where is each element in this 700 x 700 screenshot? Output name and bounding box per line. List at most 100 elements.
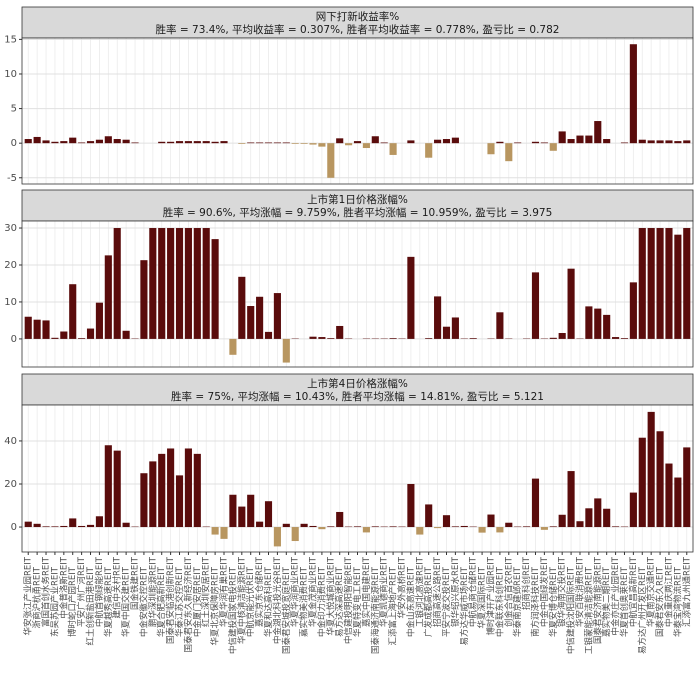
bar [558, 514, 566, 528]
x-tick-label: 银华海南交投REIT [557, 556, 568, 627]
bar [549, 143, 557, 151]
bar [612, 526, 620, 528]
bar [158, 228, 166, 339]
bar [158, 141, 166, 144]
bar [69, 518, 77, 528]
bar [674, 234, 682, 339]
bar [425, 143, 433, 158]
bar [336, 511, 344, 528]
bar [42, 320, 50, 339]
bar [603, 139, 611, 144]
bar [238, 276, 246, 339]
panel-subtitle: 胜率 = 75%, 平均涨幅 = 10.43%, 胜者平均涨幅 = 14.81%… [171, 390, 544, 403]
x-tick-label: 中金联东科创REIT [494, 566, 505, 637]
x-tick-label: 嘉实物美二期REIT [601, 566, 612, 637]
x-tick-label: 华夏北京保障房REIT [210, 566, 221, 645]
bar [264, 142, 273, 144]
bar [531, 141, 540, 144]
x-tick-label: 富国首创水务REIT [41, 556, 52, 627]
bar [629, 492, 637, 528]
bar [60, 331, 68, 339]
bar [674, 141, 682, 144]
bar [487, 143, 495, 155]
bar [220, 527, 228, 539]
bar [531, 272, 540, 339]
bar [389, 143, 397, 155]
bar [336, 325, 344, 339]
panel-subtitle: 胜率 = 90.6%, 平均涨幅 = 9.759%, 胜者平均涨幅 = 10.9… [163, 206, 553, 219]
bar [167, 141, 175, 144]
x-tick-label: 汇添富九州通REIT [681, 556, 692, 627]
bar [567, 139, 575, 144]
bar [86, 524, 95, 528]
x-tick-label: 招商高速公路REIT [432, 556, 443, 627]
x-tick-label: 汇添富上海地产REIT [388, 566, 399, 645]
bar [167, 448, 175, 528]
bar [318, 337, 326, 339]
bar [380, 142, 388, 144]
bar [184, 448, 192, 528]
x-tick-label: 南方润泽科技REIT [530, 566, 541, 637]
bar [558, 332, 566, 339]
bar [256, 142, 264, 144]
bar [273, 527, 281, 547]
x-tick-label: 华夏深国际REIT [477, 566, 488, 628]
bar [175, 141, 184, 144]
bar [291, 143, 299, 144]
bar [256, 296, 264, 339]
bar [149, 461, 157, 528]
y-tick-label: 10 [4, 297, 17, 308]
bar [647, 140, 655, 144]
x-tick-label: 中金亦庄产业园REIT [610, 556, 621, 635]
bar [256, 521, 264, 528]
x-tick-label: 易方达广州开发区REIT [637, 566, 648, 654]
bar [336, 138, 344, 144]
bar [549, 337, 557, 339]
bar [113, 139, 121, 144]
x-tick-label: 华夏特变电工REIT [352, 566, 363, 637]
bar [603, 314, 611, 339]
bar [496, 141, 504, 144]
bar [505, 143, 513, 162]
bar [273, 142, 281, 144]
bar [78, 142, 86, 144]
bar [434, 139, 442, 144]
x-tick-label: 中金普洛斯REIT [58, 556, 69, 618]
bar [122, 139, 130, 144]
y-tick-label: 0 [11, 522, 17, 533]
bar [638, 437, 646, 528]
x-tick-label: 华安张江产业园REIT [23, 556, 34, 635]
bar [33, 523, 41, 528]
bar [300, 523, 308, 528]
bar [620, 142, 629, 144]
x-tick-label: 国泰海通济南能源REIT [370, 566, 381, 654]
x-tick-label: 易方达深高速REIT [334, 566, 345, 637]
bar [113, 228, 121, 339]
bar [353, 141, 362, 144]
bar [229, 494, 237, 528]
bar [425, 338, 433, 339]
bar [496, 527, 504, 533]
x-tick-label: 中信建投明阳智能REIT [343, 556, 354, 644]
bar [202, 228, 210, 339]
bar [656, 228, 664, 339]
bar [86, 328, 95, 339]
bar [683, 228, 691, 339]
x-tick-label: 嘉实物美消费REIT [299, 566, 310, 637]
x-tick-label: 国泰君安东久新经济REIT [183, 556, 194, 652]
bar [434, 527, 442, 529]
bar [24, 316, 32, 339]
bar [594, 308, 602, 339]
bar [113, 450, 121, 528]
x-tick-label: 华夏和达高科REIT [263, 566, 274, 637]
bar [51, 141, 59, 144]
x-tick-label: 华夏华润商业REIT [290, 556, 301, 627]
bar [353, 526, 362, 528]
panel-title: 上市第1日价格涨幅% [307, 193, 408, 206]
bar [638, 139, 646, 144]
x-tick-label: 中航首钢绿能REIT [94, 556, 105, 627]
panel-subtitle: 胜率 = 73.4%, 平均收益率 = 0.307%, 胜者平均收益率 = 0.… [156, 23, 560, 36]
y-tick-label: 0 [11, 334, 17, 345]
bar [478, 527, 486, 533]
bar [193, 228, 201, 339]
